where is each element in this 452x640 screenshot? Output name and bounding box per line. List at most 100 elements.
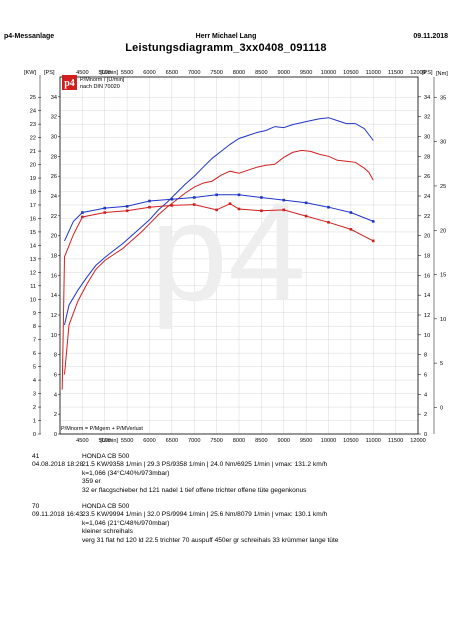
ps-right-tick-label: 26 [424,174,430,180]
torque-marker [304,214,308,218]
x-tick-label-top: 4500 [76,70,88,76]
run-note: kleiner schreihals [82,528,133,536]
ps-right-tick-label: 18 [424,254,430,260]
kw-tick-label: 16 [30,216,36,222]
p4-logo-icon [62,75,77,90]
x-tick-label-bottom: 9000 [278,438,290,444]
x-tick-label-top: 6500 [166,70,178,76]
ps-right-tick-label: 22 [424,214,430,220]
legend-line-1: P/Mnorm / [U/min] [80,77,125,83]
ps-left-tick-label: 12 [51,313,57,319]
run-note: 32 er flacgschieber hd 121 nadel 1 tief … [82,486,307,494]
kw-unit-label: [KW] [24,70,37,76]
kw-tick-label: 17 [30,203,36,209]
kw-tick-label: 4 [33,378,36,384]
x-tick-label-bottom: 5500 [121,438,133,444]
ps-right-tick-label: 6 [424,373,427,379]
torque-marker [215,193,218,197]
x-tick-label-bottom: 11000 [366,438,381,444]
kw-tick-label: 11 [30,284,36,290]
run-note: 359 er [82,478,101,486]
ps-left-tick-label: 6 [54,373,57,379]
torque-marker [282,208,286,212]
run-id: 70 [32,503,40,510]
nm-tick-label: 20 [440,228,446,234]
x-tick-label-bottom: 10000 [321,438,337,444]
nm-tick-label: 10 [440,317,446,323]
x-tick-label-top: 10500 [343,70,359,76]
ps-left-tick-label: 34 [51,95,57,101]
ps-left-tick-label: 0 [54,432,57,438]
legend-box: p4 P/Mnorm / [U/min] nach DIN 70020 [62,75,125,90]
x-tick-label-bottom: 8500 [255,438,267,444]
kw-tick-label: 8 [33,324,36,330]
torque-marker [349,228,353,231]
kw-tick-label: 12 [30,270,36,276]
ps-left-unit-label: [PS] [44,70,55,76]
ps-left-tick-label: 4 [54,392,57,398]
torque-marker [192,203,196,206]
ps-left-tick-label: 16 [51,273,57,279]
run-stats: 21.5 KW/9358 1/min | 29.3 PS/9358 1/min … [82,461,328,469]
kw-tick-label: 10 [30,297,36,303]
torque-marker [371,220,375,223]
torque-marker [170,197,174,201]
run-time: 16:43 [66,511,83,519]
torque-marker [148,199,151,203]
x-tick-label-top: 7500 [210,70,222,76]
kw-tick-label: 20 [30,163,36,169]
x-tick-label-bottom: 5000 [99,438,111,444]
x-unit-label-top: [U/min] [100,70,118,76]
run-correction: k=1,066 (34°C/40%/973mbar) [82,469,170,477]
ps-left-tick-label: 32 [51,115,57,121]
kw-tick-label: 22 [30,136,36,142]
x-tick-label-top: 8000 [233,70,245,76]
torque-marker [125,205,129,208]
x-tick-label-bottom: 10500 [343,438,359,444]
kw-tick-label: 14 [30,243,36,249]
ps-left-tick-label: 10 [51,333,57,339]
ps-left-tick-label: 20 [51,234,57,240]
torque-marker [215,208,218,212]
kw-tick-label: 21 [30,149,36,155]
run-2-block: 70 HONDA CB 500 09.11.2018 16:4323.5 KW/9… [32,503,338,545]
kw-tick-label: 23 [30,122,36,128]
kw-tick-label: 2 [33,405,36,411]
software-name: p4-Messanlage [4,33,55,40]
ps-right-tick-label: 2 [424,412,427,418]
ps-right-tick-label: 34 [424,95,430,101]
ps-left-tick-label: 28 [51,154,57,160]
torque-marker [237,207,241,211]
run-date: 09.11.2018 [32,511,65,519]
torque-marker [192,196,196,199]
x-tick-label-bottom: 7000 [188,438,200,444]
torque-marker [260,196,263,199]
nm-tick-label: 0 [440,405,443,411]
torque-marker [327,205,330,209]
x-tick-label-top: 11500 [388,70,403,76]
nm-unit-label: [Nm] [436,71,448,77]
legend-logo-text: p4 [64,78,75,89]
kw-tick-label: 3 [33,392,36,398]
ps-right-tick-label: 24 [424,194,430,200]
run-correction: k=1,046 (21°C/48%/970mbar) [82,519,170,527]
torque-marker [304,201,308,205]
x-tick-label-top: 6000 [143,70,155,76]
power-chart: p4 4500450050005000550055006000600065006… [24,70,448,444]
nm-tick-label: 25 [440,184,446,190]
ps-right-tick-label: 14 [424,293,430,299]
torque-marker [148,205,151,209]
torque-marker [349,211,353,214]
chart-series [61,117,375,390]
kw-tick-label: 13 [30,257,36,263]
ps-right-tick-label: 0 [424,432,427,438]
x-tick-label-bottom: 7500 [210,438,222,444]
x-tick-label-top: 5500 [121,70,133,76]
x-tick-label-bottom: 12000 [410,438,426,444]
customer-name: Herr Michael Lang [195,33,257,40]
x-tick-label-bottom: 9500 [300,438,312,444]
torque-marker [81,211,84,214]
ps-right-tick-label: 10 [424,333,430,339]
ps-left-tick-label: 30 [51,135,57,141]
torque-marker [228,202,232,205]
